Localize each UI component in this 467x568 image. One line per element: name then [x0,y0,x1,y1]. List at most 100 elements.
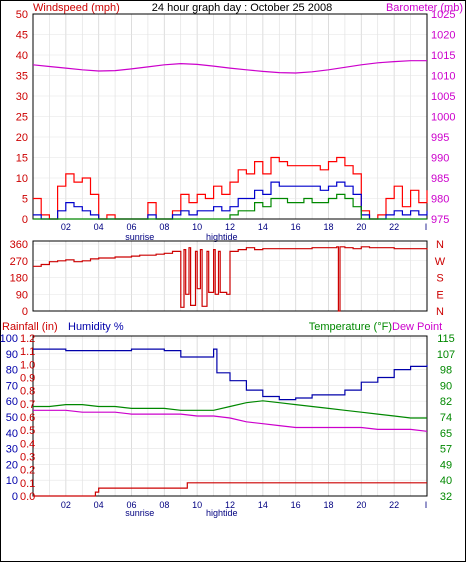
x-tick-label: 10 [192,222,202,232]
dewpoint-line [33,409,428,432]
humidity-tick-label: 20 [6,459,18,471]
direction-degree-tick-label: 360 [10,239,28,251]
humidity-tick-label: 80 [6,365,18,377]
wind-gust-line [33,156,428,220]
panel2-series [33,246,428,312]
temperature-tick-label: 115 [437,333,455,345]
direction-degree-tick-label: 0 [22,306,28,318]
temperature-axis-label: Temperature (°F) [309,321,392,333]
rainfall-tick-label: 0.1 [20,478,35,490]
x-tick-label: 02 [61,222,71,232]
humidity-tick-label: 90 [6,349,18,361]
panel3-humidity-ticks: 0 10 20 30 40 50 60 70 80 90 100 [0,333,18,503]
temperature-tick-label: 98 [440,365,452,377]
panel3-x-ticks: 02 04 06 08 10 12 14 16 18 20 22 I [61,500,427,510]
temperature-tick-label: 32 [440,491,452,503]
x-tick-label: 18 [323,222,333,232]
x-tick-label: 20 [356,500,366,510]
x-tick-label: 22 [389,222,399,232]
humidity-tick-label: 70 [6,380,18,392]
panel1-right-ticks: 975 980 985 990 995 1000 1005 1010 1015 1020 1025 [431,9,455,226]
barometer-tick-label: 1005 [431,91,455,103]
windspeed-tick-label: 10 [16,173,28,185]
x-tick-label: 18 [323,500,333,510]
x-tick-label: 22 [389,500,399,510]
windspeed-tick-label: 45 [16,30,28,42]
rainfall-tick-label: 0.5 [20,425,35,437]
humidity-tick-label: 30 [6,444,18,456]
windspeed-axis-label: Windspeed (mph) [33,2,120,14]
x-tick-label: 14 [258,222,268,232]
windspeed-tick-label: 50 [16,9,28,21]
dewpoint-axis-label: Dew Point [392,321,442,333]
windspeed-tick-label: 15 [16,153,28,165]
barometer-tick-label: 1025 [431,9,455,21]
temperature-tick-label: 65 [440,428,452,440]
rainfall-tick-label: 0.9 [20,373,35,385]
x-tick-label: 12 [225,500,235,510]
rainfall-tick-label: 0.0 [20,491,35,503]
panel1-left-ticks: 0 5 10 15 20 25 30 35 40 45 50 [16,9,28,226]
rainfall-tick-label: 0.4 [20,438,35,450]
x-tick-label: 06 [126,222,136,232]
rainfall-tick-label: 0.2 [20,465,35,477]
humidity-tick-label: 10 [6,475,18,487]
chart-title: 24 hour graph day : October 25 2008 [152,2,332,14]
panel3-rain-ticks: 0.00.10.20.3 0.40.50.60.70.80.9 1.01.11.2 [20,333,35,503]
x-tick-label: 04 [94,222,104,232]
temperature-line [33,400,427,419]
x-tick-label: 20 [356,222,366,232]
windspeed-tick-label: 0 [22,214,28,226]
x-tick-label: 14 [258,500,268,510]
compass-direction-label: W [435,256,446,268]
x-tick-label: 08 [159,500,169,510]
rainfall-tick-label: 1.1 [20,346,35,358]
barometer-axis-label: Barometer (mb) [386,2,463,14]
panel3-temperature-ticks: 32 40 49 57 65 74 82 90 98 107 115 [437,333,455,503]
compass-direction-label: N [436,239,444,251]
panel2-frame [32,240,428,312]
x-tick-label: 04 [94,500,104,510]
temperature-tick-label: 57 [440,444,452,456]
wind-direction-line [33,246,428,312]
rainfall-line [33,482,427,497]
direction-degree-tick-label: 270 [10,256,28,268]
humidity-tick-label: 50 [6,412,18,424]
sunrise-label-lower: sunrise [125,508,154,518]
windspeed-tick-label: 30 [16,91,28,103]
x-tick-label: 16 [291,500,301,510]
x-tick-label: 16 [291,222,301,232]
rainfall-tick-label: 0.7 [20,399,35,411]
temperature-tick-label: 82 [440,396,452,408]
x-tick-label: 10 [192,500,202,510]
x-tick-label: 02 [61,500,71,510]
panel3-series [33,348,428,497]
windspeed-tick-label: 5 [22,194,28,206]
x-tick-label: 06 [126,500,136,510]
direction-degree-tick-label: 90 [16,289,28,301]
panel3-frame [32,335,428,497]
barometer-tick-label: 980 [431,194,449,206]
temperature-tick-label: 49 [440,459,452,471]
x-end-tick-label: I [425,222,428,232]
compass-direction-label: S [436,273,443,285]
rainfall-tick-label: 0.3 [20,452,35,464]
barometer-tick-label: 990 [431,153,449,165]
panel1-x-ticks: 02 04 06 08 10 12 14 16 18 20 22 I [61,222,427,232]
temperature-tick-label: 74 [440,412,452,424]
humidity-axis-label: Humidity % [68,321,124,333]
x-tick-label: 08 [159,222,169,232]
temperature-tick-label: 90 [440,380,452,392]
windspeed-tick-label: 20 [16,132,28,144]
rainfall-tick-label: 0.8 [20,386,35,398]
humidity-tick-label: 0 [12,491,18,503]
x-end-tick-label: I [425,500,428,510]
hightide-label-lower: hightide [206,508,238,518]
rainfall-axis-label: Rainfall (in) [2,321,58,333]
barometer-tick-label: 1000 [431,112,455,124]
windspeed-tick-label: 40 [16,50,28,62]
sunrise-label: sunrise [125,232,154,242]
rainfall-tick-label: 1.2 [20,333,35,345]
